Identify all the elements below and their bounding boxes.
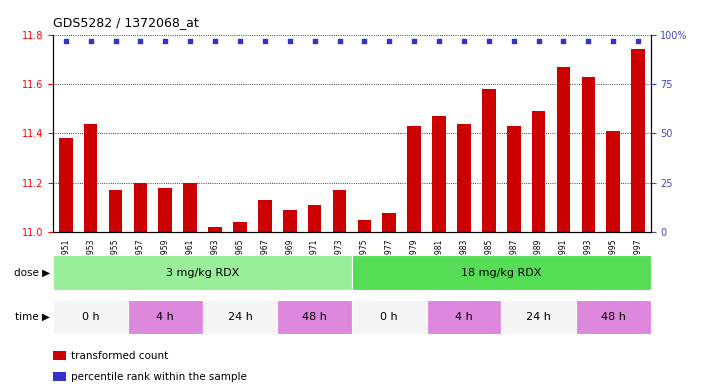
Point [408,38,419,44]
Point [384,38,395,44]
Text: percentile rank within the sample: percentile rank within the sample [71,372,247,382]
Bar [109,190,122,232]
Point [583,38,594,44]
Point [185,38,196,44]
Point [557,38,569,44]
Bar [501,300,576,334]
Bar [128,300,203,334]
Point [209,38,220,44]
Bar [606,131,620,232]
Text: 3 mg/kg RDX: 3 mg/kg RDX [166,268,240,278]
Point [633,38,644,44]
Bar [427,300,501,334]
Bar [352,255,651,290]
Bar [233,222,247,232]
Text: 48 h: 48 h [302,312,327,322]
Point [259,38,270,44]
Bar [53,300,128,334]
Bar [308,205,321,232]
Text: GDS5282 / 1372068_at: GDS5282 / 1372068_at [53,16,199,29]
Point [333,38,345,44]
Bar [159,188,172,232]
Point [234,38,246,44]
Bar [432,116,446,232]
Text: time ▶: time ▶ [15,312,50,322]
Text: 18 mg/kg RDX: 18 mg/kg RDX [461,268,542,278]
Bar [203,300,277,334]
Text: 24 h: 24 h [526,312,551,322]
Point [433,38,445,44]
Point [508,38,519,44]
Bar [183,183,197,232]
Bar [457,124,471,232]
Text: dose ▶: dose ▶ [14,268,50,278]
Bar [582,76,595,232]
Text: 48 h: 48 h [601,312,626,322]
Bar [277,300,352,334]
Point [607,38,619,44]
Bar [53,255,352,290]
Text: 0 h: 0 h [380,312,398,322]
Bar [407,126,421,232]
Bar [134,183,147,232]
Text: transformed count: transformed count [71,351,169,361]
Point [60,38,71,44]
Bar [333,190,346,232]
Point [483,38,494,44]
Bar [84,124,97,232]
Bar [352,300,427,334]
Bar [208,227,222,232]
Text: 0 h: 0 h [82,312,100,322]
Text: 4 h: 4 h [455,312,473,322]
Point [358,38,370,44]
Point [533,38,545,44]
Point [109,38,121,44]
Text: 4 h: 4 h [156,312,174,322]
Bar [59,138,73,232]
Point [85,38,97,44]
Bar [631,50,645,232]
Point [458,38,469,44]
Bar [507,126,520,232]
Point [284,38,296,44]
Bar [532,111,545,232]
Bar [383,213,396,232]
Bar [283,210,296,232]
Bar [576,300,651,334]
Bar [482,89,496,232]
Point [309,38,320,44]
Point [135,38,146,44]
Bar [258,200,272,232]
Bar [358,220,371,232]
Text: 24 h: 24 h [228,312,252,322]
Point [159,38,171,44]
Bar [557,67,570,232]
